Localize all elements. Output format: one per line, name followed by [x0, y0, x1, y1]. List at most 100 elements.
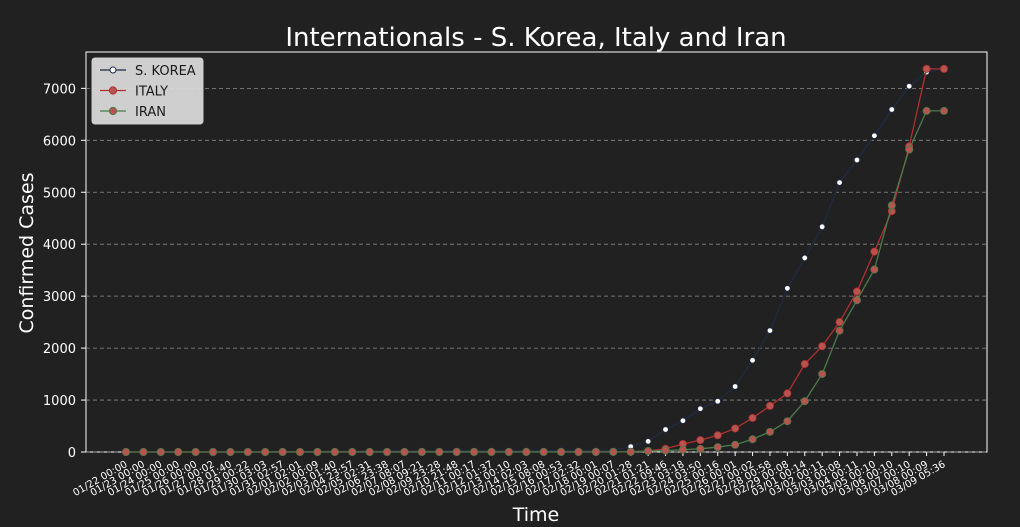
data-point	[713, 443, 722, 452]
legend-entry: S. KOREA	[100, 64, 196, 79]
plot-area-frame	[85, 51, 988, 453]
data-point	[748, 435, 757, 444]
data-point	[574, 447, 583, 456]
data-point	[261, 447, 270, 456]
data-point	[940, 64, 949, 73]
data-point	[835, 326, 844, 335]
legend-marker	[108, 86, 118, 95]
gridlines	[86, 87, 987, 453]
data-point	[784, 285, 791, 292]
data-point	[626, 447, 635, 456]
data-point	[470, 447, 479, 456]
data-point	[609, 447, 618, 456]
data-point	[557, 447, 566, 456]
data-point	[278, 447, 287, 456]
data-point	[714, 398, 721, 405]
legend-entry: IRAN	[100, 105, 166, 120]
data-point	[905, 83, 913, 90]
data-point	[713, 431, 722, 440]
y-axis-ticks: 0 1000 2000 3000 4000 5000 6000 7000	[43, 82, 86, 461]
data-point	[156, 447, 165, 456]
data-point	[748, 413, 757, 422]
series-line	[126, 68, 944, 453]
data-point	[678, 445, 687, 454]
data-point	[852, 296, 861, 305]
legend-marker	[109, 66, 117, 74]
data-point	[731, 440, 740, 449]
legend-box	[91, 57, 204, 125]
legend-label: IRAN	[135, 105, 166, 120]
y-tick-label: 2000	[43, 342, 76, 357]
data-point	[697, 405, 704, 412]
y-tick-label: 5000	[43, 186, 76, 201]
legend-label: S. KOREA	[135, 64, 196, 79]
data-point	[174, 447, 183, 456]
data-point	[644, 447, 653, 456]
data-point	[905, 145, 914, 154]
series-italy	[122, 64, 949, 456]
data-point	[836, 179, 843, 186]
data-point	[383, 447, 392, 456]
data-point	[591, 447, 600, 456]
y-tick-label: 4000	[43, 238, 76, 253]
data-point	[835, 318, 844, 327]
chart-title: Internationals - S. Korea, Italy and Ira…	[285, 23, 786, 53]
data-point	[749, 357, 756, 364]
data-point	[818, 223, 826, 231]
series-layer	[122, 64, 949, 456]
data-point	[765, 401, 774, 410]
data-point	[853, 156, 861, 164]
data-point	[487, 447, 496, 456]
data-point	[330, 447, 339, 456]
series-iran	[122, 106, 949, 456]
data-point	[783, 389, 792, 398]
data-point	[696, 436, 705, 445]
data-point	[313, 447, 322, 456]
data-point	[818, 342, 827, 351]
data-point	[870, 247, 879, 256]
data-point	[348, 447, 357, 456]
data-point	[766, 327, 774, 334]
data-point	[731, 424, 740, 433]
data-point	[800, 397, 809, 406]
data-point	[696, 444, 705, 453]
x-axis-label: Time	[512, 504, 560, 523]
data-point	[243, 447, 252, 456]
data-point	[800, 359, 809, 368]
series-line	[126, 67, 945, 453]
series-s-korea	[122, 65, 948, 456]
legend-marker	[108, 106, 118, 116]
y-axis-label: Confirmed Cases	[16, 172, 38, 333]
data-point	[870, 265, 879, 274]
data-point	[783, 417, 792, 426]
y-tick-label: 0	[68, 446, 76, 461]
y-tick-label: 3000	[43, 290, 76, 305]
data-point	[818, 370, 827, 379]
data-point	[504, 447, 513, 456]
data-point	[801, 254, 808, 262]
data-point	[191, 447, 200, 456]
data-point	[122, 447, 131, 456]
series-line	[126, 110, 944, 453]
y-tick-label: 7000	[43, 82, 76, 97]
data-point	[888, 106, 895, 113]
data-point	[435, 447, 444, 456]
data-point	[296, 447, 305, 456]
data-point	[417, 447, 426, 456]
data-point	[226, 447, 235, 456]
data-point	[922, 64, 931, 73]
data-point	[522, 447, 531, 456]
y-tick-label: 1000	[43, 394, 76, 409]
data-point	[661, 446, 670, 455]
data-point	[887, 201, 896, 210]
data-point	[940, 106, 949, 115]
data-point	[731, 383, 739, 390]
data-point	[400, 447, 409, 456]
data-point	[209, 447, 218, 456]
data-point	[139, 447, 148, 456]
y-tick-label: 6000	[43, 134, 76, 149]
data-point	[765, 427, 774, 436]
data-point	[452, 447, 461, 456]
